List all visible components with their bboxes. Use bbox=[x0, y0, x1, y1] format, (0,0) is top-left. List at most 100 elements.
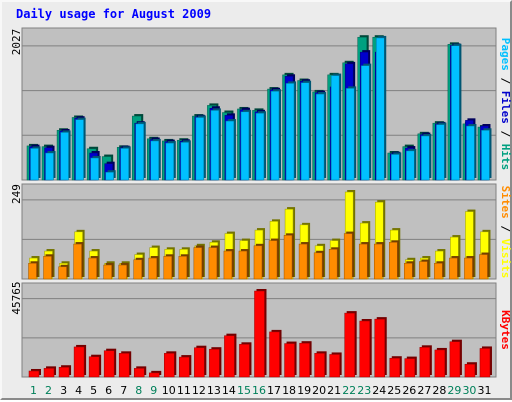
x-tick-label: 26 bbox=[402, 384, 416, 397]
x-tick-label: 11 bbox=[177, 384, 191, 397]
bar-sites bbox=[103, 264, 112, 280]
x-tick-label: 5 bbox=[90, 384, 97, 397]
bar-kbytes bbox=[118, 353, 130, 378]
x-tick-label: 14 bbox=[222, 384, 236, 397]
bar-kbytes bbox=[194, 347, 205, 378]
bar-sites bbox=[343, 233, 353, 280]
axis-max-label-2: 249 bbox=[10, 184, 23, 204]
bar-kbytes bbox=[149, 372, 160, 378]
legend-entry: / bbox=[499, 71, 512, 91]
bar-pages bbox=[90, 157, 99, 181]
bar-pages bbox=[30, 148, 39, 181]
bar-sites bbox=[298, 243, 308, 280]
bar-sites bbox=[479, 254, 488, 280]
x-tick-label: 20 bbox=[312, 384, 326, 397]
legend-panel-2: Sites / Visits bbox=[499, 186, 512, 279]
bar-kbytes bbox=[464, 363, 476, 378]
bar-pages bbox=[481, 130, 490, 181]
bar-pages bbox=[165, 142, 175, 181]
bar-sites bbox=[73, 243, 82, 280]
legend-entry: Sites bbox=[499, 186, 512, 219]
x-tick-label: 2 bbox=[45, 384, 52, 397]
bar-kbytes bbox=[88, 356, 100, 378]
bar-sites bbox=[328, 249, 338, 280]
bar-pages bbox=[240, 111, 250, 181]
x-tick-label: 21 bbox=[327, 384, 341, 397]
bar-kbytes bbox=[73, 346, 85, 378]
bar-pages bbox=[391, 154, 400, 181]
bar-pages bbox=[45, 152, 54, 181]
legend-entry: Pages bbox=[499, 38, 512, 71]
bar-sites bbox=[283, 235, 293, 280]
bar-sites bbox=[193, 247, 203, 280]
bar-pages bbox=[466, 125, 475, 181]
legend-entry: / bbox=[499, 124, 512, 144]
bar-pages bbox=[360, 65, 370, 181]
bar-sites bbox=[313, 252, 323, 280]
bar-kbytes bbox=[479, 348, 491, 378]
x-tick-label: 29 bbox=[447, 384, 461, 397]
x-tick-label: 22 bbox=[342, 384, 356, 397]
bar-kbytes bbox=[404, 358, 416, 378]
legend-entry: / bbox=[499, 219, 512, 239]
bar-kbytes bbox=[314, 353, 325, 378]
bar-pages bbox=[436, 124, 445, 181]
bar-pages bbox=[225, 120, 235, 181]
bar-pages bbox=[330, 75, 340, 181]
x-tick-label: 4 bbox=[75, 384, 82, 397]
x-tick-label: 10 bbox=[162, 384, 176, 397]
bar-kbytes bbox=[269, 331, 280, 378]
x-tick-label: 15 bbox=[237, 384, 251, 397]
x-tick-label: 18 bbox=[282, 384, 296, 397]
bar-sites bbox=[464, 257, 473, 280]
bar-kbytes bbox=[389, 357, 401, 378]
bar-pages bbox=[406, 150, 415, 181]
bar-kbytes bbox=[419, 347, 431, 378]
bar-kbytes bbox=[209, 348, 220, 378]
bar-kbytes bbox=[28, 370, 40, 378]
bar-pages bbox=[195, 117, 205, 181]
x-tick-label: 8 bbox=[135, 384, 142, 397]
bar-kbytes bbox=[344, 312, 355, 378]
bar-pages bbox=[421, 135, 430, 181]
bar-kbytes bbox=[254, 290, 265, 378]
legend-panel-3: KBytes bbox=[499, 310, 512, 350]
bar-sites bbox=[449, 257, 458, 280]
x-tick-label: 19 bbox=[297, 384, 311, 397]
bar-sites bbox=[358, 243, 368, 280]
bar-pages bbox=[105, 171, 114, 181]
x-tick-label: 3 bbox=[60, 384, 67, 397]
bar-sites bbox=[163, 256, 173, 280]
x-tick-label: 1 bbox=[30, 384, 37, 397]
x-tick-label: 12 bbox=[192, 384, 206, 397]
axis-max-label-3: 45765 bbox=[10, 281, 23, 314]
x-tick-label: 23 bbox=[357, 384, 371, 397]
bar-kbytes bbox=[224, 335, 235, 378]
bar-pages bbox=[255, 112, 265, 181]
bar-kbytes bbox=[284, 343, 295, 378]
x-tick-label: 16 bbox=[252, 384, 266, 397]
bar-kbytes bbox=[329, 354, 340, 378]
bar-sites bbox=[434, 263, 443, 280]
bar-sites bbox=[268, 240, 278, 280]
bar-sites bbox=[133, 259, 142, 280]
bar-pages bbox=[345, 88, 355, 181]
bar-kbytes bbox=[434, 349, 446, 378]
x-tick-label: 13 bbox=[207, 384, 221, 397]
bar-sites bbox=[58, 266, 67, 280]
x-tick-label: 6 bbox=[105, 384, 112, 397]
bar-sites bbox=[43, 256, 52, 280]
bar-kbytes bbox=[299, 342, 310, 378]
bar-sites bbox=[88, 257, 97, 280]
bar-pages bbox=[150, 140, 160, 181]
bar-kbytes bbox=[133, 368, 145, 378]
x-tick-label: 27 bbox=[417, 384, 431, 397]
bar-pages bbox=[451, 45, 460, 181]
bar-sites bbox=[223, 250, 233, 280]
x-tick-label: 24 bbox=[372, 384, 386, 397]
bar-pages bbox=[375, 37, 385, 181]
x-tick-label: 7 bbox=[120, 384, 127, 397]
legend-entry: Files bbox=[499, 91, 512, 124]
